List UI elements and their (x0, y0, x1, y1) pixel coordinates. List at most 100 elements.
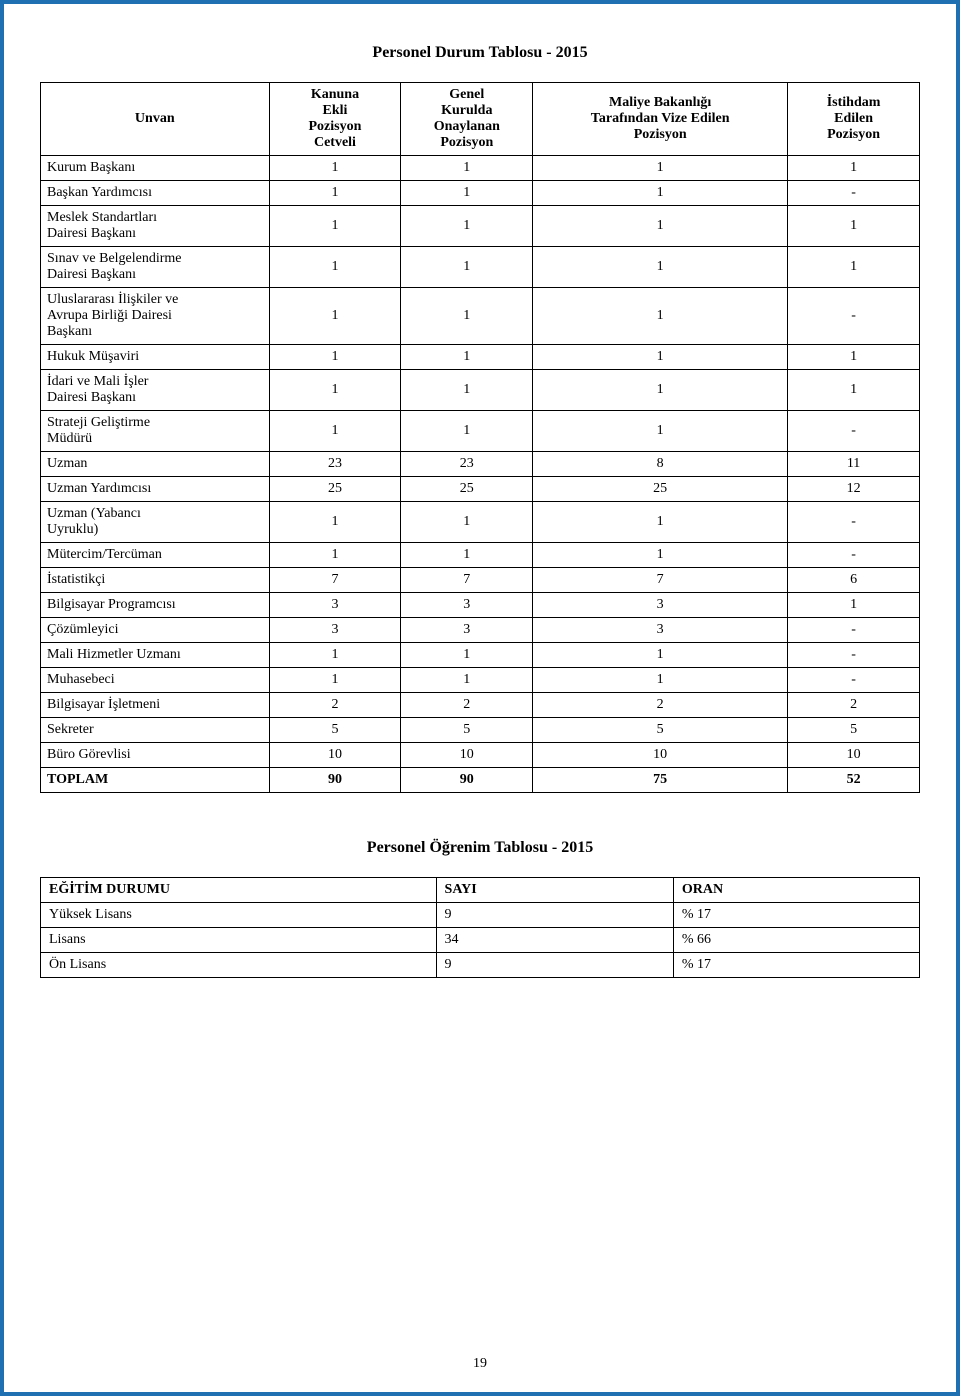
cell: 1 (401, 370, 533, 411)
cell: 25 (269, 477, 401, 502)
cell: 10 (533, 743, 788, 768)
total-row: TOPLAM90907552 (41, 768, 920, 793)
row-name: Başkan Yardımcısı (41, 181, 270, 206)
table-row: Uzman Yardımcısı25252512 (41, 477, 920, 502)
cell: 8 (533, 452, 788, 477)
cell: 3 (533, 618, 788, 643)
table-row: Sınav ve Belgelendirme Dairesi Başkanı11… (41, 247, 920, 288)
cell: 1 (401, 502, 533, 543)
cell: 7 (401, 568, 533, 593)
cell: 1 (269, 502, 401, 543)
cell: 23 (401, 452, 533, 477)
row-name: Sekreter (41, 718, 270, 743)
row-name: İstatistikçi (41, 568, 270, 593)
table1-h3: Genel Kurulda Onaylanan Pozisyon (401, 83, 533, 156)
cell: 1 (533, 206, 788, 247)
cell: 1 (269, 206, 401, 247)
table-row: Başkan Yardımcısı111- (41, 181, 920, 206)
cell: 1 (401, 543, 533, 568)
row-name: Strateji Geliştirme Müdürü (41, 411, 270, 452)
table2-title: Personel Öğrenim Tablosu - 2015 (40, 839, 920, 857)
cell: 1 (269, 247, 401, 288)
cell: % 17 (673, 953, 919, 978)
row-name: İdari ve Mali İşler Dairesi Başkanı (41, 370, 270, 411)
cell: - (788, 668, 920, 693)
table-row: Sekreter5555 (41, 718, 920, 743)
cell: % 66 (673, 928, 919, 953)
cell: 1 (269, 345, 401, 370)
cell: 1 (788, 370, 920, 411)
cell: 1 (269, 411, 401, 452)
table-row: İstatistikçi7776 (41, 568, 920, 593)
table-row: Meslek Standartları Dairesi Başkanı1111 (41, 206, 920, 247)
cell: 10 (269, 743, 401, 768)
cell: 1 (533, 502, 788, 543)
cell: 1 (269, 181, 401, 206)
cell: 2 (401, 693, 533, 718)
cell: 1 (533, 543, 788, 568)
cell: 9 (436, 903, 673, 928)
table-row: Muhasebeci111- (41, 668, 920, 693)
row-name: Yüksek Lisans (41, 903, 437, 928)
table-row: Strateji Geliştirme Müdürü111- (41, 411, 920, 452)
row-name: Büro Görevlisi (41, 743, 270, 768)
page-container: Personel Durum Tablosu - 2015 Unvan Kanu… (0, 0, 960, 1396)
cell: 25 (401, 477, 533, 502)
cell: 3 (401, 618, 533, 643)
cell: 23 (269, 452, 401, 477)
cell: 1 (401, 247, 533, 288)
table-row: Mütercim/Tercüman111- (41, 543, 920, 568)
cell: - (788, 288, 920, 345)
cell: 90 (269, 768, 401, 793)
cell: 7 (533, 568, 788, 593)
cell: 10 (788, 743, 920, 768)
cell: 3 (533, 593, 788, 618)
row-name: Çözümleyici (41, 618, 270, 643)
row-name: Uzman Yardımcısı (41, 477, 270, 502)
cell: 1 (533, 181, 788, 206)
table-row: Ön Lisans9% 17 (41, 953, 920, 978)
cell: 1 (401, 181, 533, 206)
table-row: Uzman2323811 (41, 452, 920, 477)
cell: 1 (401, 288, 533, 345)
cell: % 17 (673, 903, 919, 928)
cell: 1 (269, 156, 401, 181)
total-name: TOPLAM (41, 768, 270, 793)
cell: 3 (401, 593, 533, 618)
cell: 1 (401, 156, 533, 181)
table-row: Lisans34% 66 (41, 928, 920, 953)
cell: 1 (401, 643, 533, 668)
page-number: 19 (4, 1356, 956, 1372)
table-row: Büro Görevlisi10101010 (41, 743, 920, 768)
row-name: Bilgisayar İşletmeni (41, 693, 270, 718)
cell: 1 (533, 411, 788, 452)
table1-header-row: Unvan Kanuna Ekli Pozisyon Cetveli Genel… (41, 83, 920, 156)
cell: 1 (788, 345, 920, 370)
cell: 2 (533, 693, 788, 718)
row-name: Lisans (41, 928, 437, 953)
cell: - (788, 643, 920, 668)
table2-header-row: EĞİTİM DURUMU SAYI ORAN (41, 878, 920, 903)
table-row: Uluslararası İlişkiler ve Avrupa Birliği… (41, 288, 920, 345)
cell: 1 (533, 288, 788, 345)
cell: 3 (269, 593, 401, 618)
table2-h3: ORAN (673, 878, 919, 903)
cell: 52 (788, 768, 920, 793)
cell: 1 (533, 370, 788, 411)
row-name: Hukuk Müşaviri (41, 345, 270, 370)
table-row: Yüksek Lisans9% 17 (41, 903, 920, 928)
row-name: Uzman (41, 452, 270, 477)
cell: - (788, 618, 920, 643)
cell: 1 (533, 247, 788, 288)
cell: 1 (401, 668, 533, 693)
cell: 1 (401, 206, 533, 247)
cell: - (788, 543, 920, 568)
table-row: Mali Hizmetler Uzmanı111- (41, 643, 920, 668)
cell: 1 (533, 345, 788, 370)
table-row: Bilgisayar İşletmeni2222 (41, 693, 920, 718)
section2: Personel Öğrenim Tablosu - 2015 EĞİTİM D… (40, 839, 920, 978)
cell: 90 (401, 768, 533, 793)
table-row: Çözümleyici333- (41, 618, 920, 643)
row-name: Mali Hizmetler Uzmanı (41, 643, 270, 668)
row-name: Ön Lisans (41, 953, 437, 978)
